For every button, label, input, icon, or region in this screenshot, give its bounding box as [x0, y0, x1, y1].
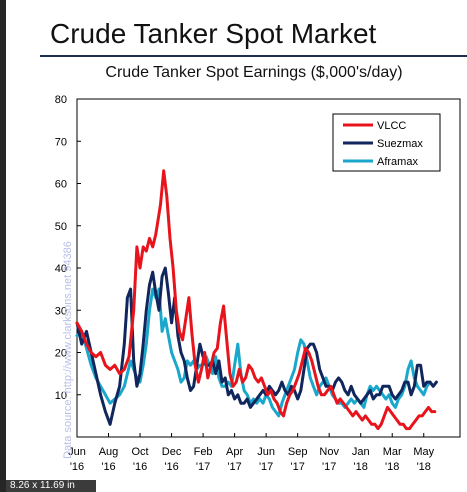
y-tick-label: 10 [55, 390, 67, 402]
x-tick-label-month: Jun [257, 446, 275, 458]
y-tick-label: 40 [55, 263, 67, 275]
x-tick-label-year: '16 [133, 461, 147, 473]
x-tick-label-year: '17 [259, 461, 273, 473]
x-tick-label-month: Dec [162, 446, 182, 458]
x-tick-label-year: '18 [354, 461, 368, 473]
left-border [0, 0, 6, 492]
x-tick-label-year: '17 [322, 461, 336, 473]
x-tick-label-month: Feb [194, 446, 213, 458]
x-tick-label-month: Aug [99, 446, 119, 458]
page-size-badge: 8.26 x 11.69 in [6, 480, 96, 492]
x-tick-label-year: '17 [290, 461, 304, 473]
y-tick-label: 50 [55, 221, 67, 233]
y-axis: 10 20 30 40 50 60 70 80 [55, 94, 81, 402]
x-tick-label-month: Apr [226, 446, 243, 458]
x-tick-label-year: '16 [164, 461, 178, 473]
x-tick-label-year: '16 [70, 461, 84, 473]
series-line-aframax [75, 287, 432, 418]
series-line-suezmax [75, 266, 438, 426]
legend-label-aframax: Aframax [377, 156, 418, 168]
source-watermark-text: Data source: http://www.clarksons.net 94… [62, 241, 74, 459]
y-tick-label: 60 [55, 179, 67, 191]
x-tick-label-year: '17 [196, 461, 210, 473]
x-axis: Jun '16 Aug '16 Oct '16 Dec '16 Feb '17 Apr '17 Jun '… [68, 433, 435, 473]
x-tick-label-month: May [413, 446, 434, 458]
x-tick-label-year: '17 [227, 461, 241, 473]
series-line-vlcc [75, 169, 437, 431]
y-tick-label: 70 [55, 136, 67, 148]
y-tick-label: 80 [55, 94, 67, 106]
x-tick-label-month: Sep [288, 446, 308, 458]
x-tick-label-year: '18 [417, 461, 431, 473]
x-tick-label-month: Mar [383, 446, 402, 458]
legend-label-suezmax: Suezmax [377, 138, 423, 150]
y-tick-label: 30 [55, 305, 67, 317]
x-tick-label-month: Jan [352, 446, 370, 458]
x-tick-label-year: '18 [385, 461, 399, 473]
x-tick-label-month: Oct [131, 446, 148, 458]
y-tick-label: 20 [55, 348, 67, 360]
legend-label-vlcc: VLCC [377, 120, 406, 132]
page-title: Crude Tanker Spot Market [50, 18, 377, 49]
x-tick-label-month: Nov [319, 446, 339, 458]
x-tick-label-year: '16 [101, 461, 115, 473]
series-lines [75, 169, 438, 431]
chart-title: Crude Tanker Spot Earnings ($,000's/day) [105, 64, 403, 81]
title-rule [40, 55, 467, 57]
x-tick-label-month: Jun [68, 446, 86, 458]
legend: VLCC Suezmax Aframax [332, 113, 441, 172]
